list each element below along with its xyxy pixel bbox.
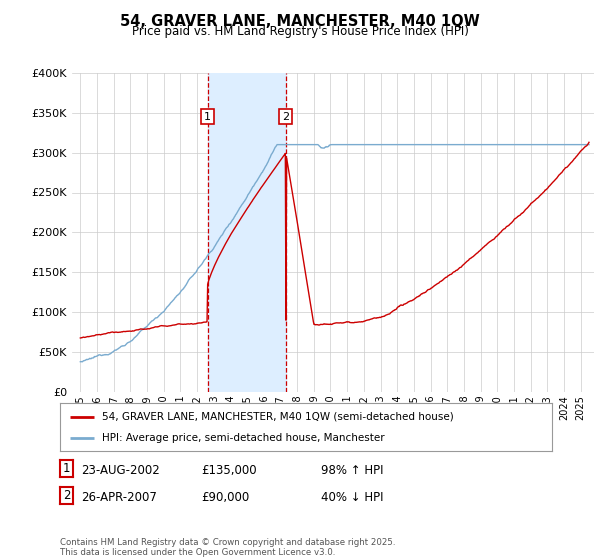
Bar [208, 73, 286, 392]
Text: Price paid vs. HM Land Registry's House Price Index (HPI): Price paid vs. HM Land Registry's House … [131, 25, 469, 38]
Text: 2: 2 [282, 111, 289, 122]
Text: 54, GRAVER LANE, MANCHESTER, M40 1QW: 54, GRAVER LANE, MANCHESTER, M40 1QW [120, 14, 480, 29]
Text: £135,000: £135,000 [201, 464, 257, 477]
Text: 26-APR-2007: 26-APR-2007 [81, 491, 157, 504]
Text: 98% ↑ HPI: 98% ↑ HPI [321, 464, 383, 477]
Text: HPI: Average price, semi-detached house, Manchester: HPI: Average price, semi-detached house,… [102, 433, 385, 444]
Text: 54, GRAVER LANE, MANCHESTER, M40 1QW (semi-detached house): 54, GRAVER LANE, MANCHESTER, M40 1QW (se… [102, 412, 454, 422]
Text: 1: 1 [63, 462, 70, 475]
Text: 40% ↓ HPI: 40% ↓ HPI [321, 491, 383, 504]
Text: 2: 2 [63, 489, 70, 502]
Text: 23-AUG-2002: 23-AUG-2002 [81, 464, 160, 477]
Text: £90,000: £90,000 [201, 491, 249, 504]
Text: Contains HM Land Registry data © Crown copyright and database right 2025.
This d: Contains HM Land Registry data © Crown c… [60, 538, 395, 557]
Text: 1: 1 [204, 111, 211, 122]
